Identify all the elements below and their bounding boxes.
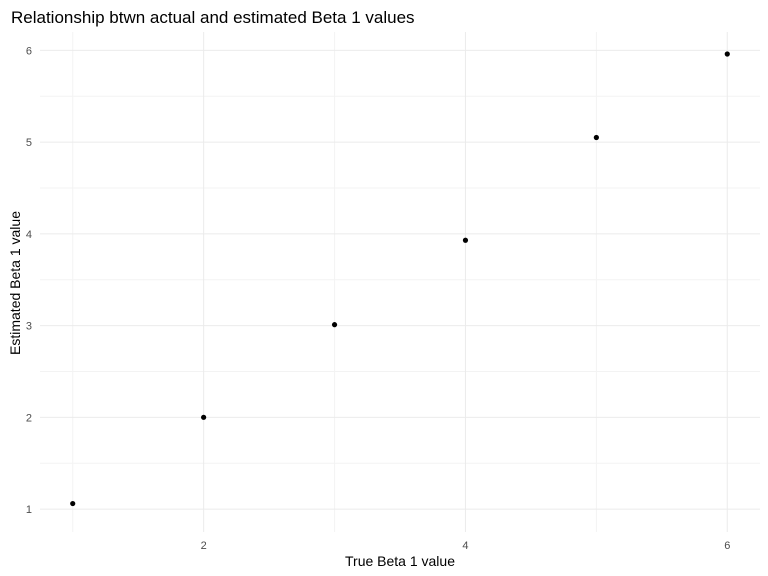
x-tick-label: 6: [724, 540, 730, 552]
x-tick-label: 2: [201, 540, 207, 552]
y-tick-label: 4: [26, 229, 32, 241]
data-point: [462, 237, 469, 243]
y-axis-title: Estimated Beta 1 value: [7, 211, 23, 355]
y-tick-label: 2: [26, 412, 32, 424]
y-tick-label: 6: [26, 45, 32, 57]
x-axis-ticks: 2 4 6: [201, 540, 731, 552]
data-point: [593, 134, 599, 141]
grid: [40, 32, 760, 532]
chart-title: Relationship btwn actual and estimated B…: [11, 8, 415, 27]
data-point: [331, 322, 338, 328]
data-point: [201, 414, 207, 420]
y-tick-label: 1: [26, 504, 32, 516]
data-points: [70, 51, 730, 507]
y-tick-label: 5: [26, 137, 32, 149]
data-point: [70, 500, 76, 507]
y-axis-ticks: 1 2 3 4 5 6: [26, 45, 32, 516]
x-tick-label: 4: [462, 540, 468, 552]
x-axis-title: True Beta 1 value: [345, 553, 455, 569]
data-point: [724, 51, 730, 57]
y-tick-label: 3: [26, 321, 32, 333]
